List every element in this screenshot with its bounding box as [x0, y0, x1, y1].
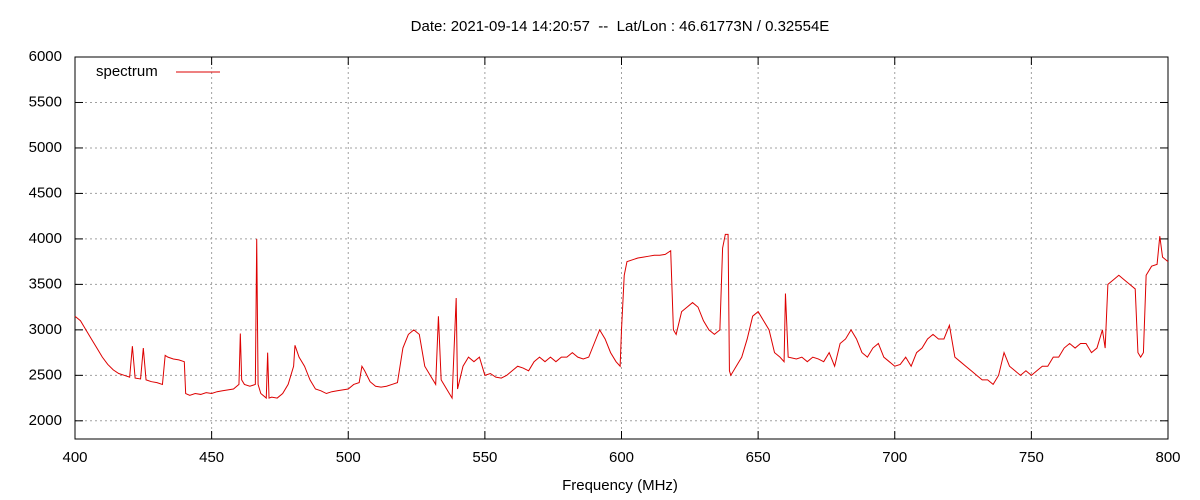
- y-tick-label: 5500: [29, 93, 62, 110]
- data-line: [74, 233, 1169, 400]
- x-tick-label: 750: [1019, 449, 1044, 466]
- x-tick-label: 550: [472, 449, 497, 466]
- y-tick-label: 6000: [29, 48, 62, 65]
- chart-title: Date: 2021-09-14 14:20:57 -- Lat/Lon : 4…: [411, 18, 830, 35]
- legend-label: spectrum: [96, 63, 158, 80]
- x-tick-label: 700: [882, 449, 907, 466]
- x-tick-label: 800: [1155, 449, 1180, 466]
- x-tick-label: 400: [62, 449, 87, 466]
- x-tick-label: 450: [199, 449, 224, 466]
- x-tick-label: 650: [746, 449, 771, 466]
- x-axis-label: Frequency (MHz): [562, 477, 678, 494]
- y-tick-label: 3000: [29, 321, 62, 338]
- y-tick-label: 4000: [29, 230, 62, 247]
- plot-frame: [74, 56, 1169, 440]
- y-tick-label: 5000: [29, 139, 62, 156]
- y-tick-label: 2500: [29, 366, 62, 383]
- x-tick-label: 600: [609, 449, 634, 466]
- y-tick-label: 4500: [29, 184, 62, 201]
- y-tick-label: 2000: [29, 412, 62, 429]
- x-tick-label: 500: [336, 449, 361, 466]
- y-tick-label: 3500: [29, 275, 62, 292]
